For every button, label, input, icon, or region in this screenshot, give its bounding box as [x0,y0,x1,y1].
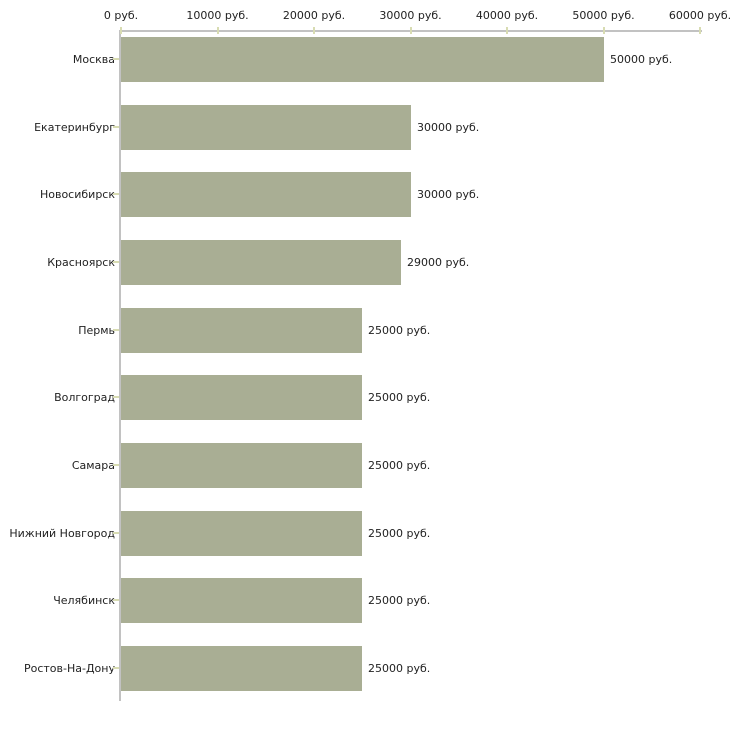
category-tick-mark [113,532,119,534]
category-tick-mark [113,396,119,398]
value-label: 50000 руб. [610,53,673,66]
x-tick-label: 10000 руб. [186,9,249,22]
x-tick-label: 50000 руб. [572,9,635,22]
category-label: Нижний Новгород [9,527,115,540]
x-tick-mark [602,27,605,34]
category-label: Волгоград [54,391,115,404]
category-tick-mark [113,193,119,195]
category-tick-mark [113,58,119,60]
bar [121,646,362,691]
y-axis-line [119,30,121,701]
value-label: 25000 руб. [368,459,431,472]
x-tick-mark [699,27,701,34]
bar [121,37,604,82]
value-label: 25000 руб. [368,594,431,607]
x-tick-mark [409,27,412,34]
x-tick-label: 40000 руб. [475,9,539,22]
category-tick-mark [113,126,119,128]
category-label: Пермь [78,324,115,337]
category-label: Самара [71,459,115,472]
category-label: Новосибирск [39,188,115,201]
x-tick-mark [506,27,508,34]
value-label: 25000 руб. [368,391,431,404]
category-tick-mark [113,261,119,263]
value-label: 29000 руб. [407,256,470,269]
category-tick-mark [113,464,119,466]
bar [121,240,401,285]
x-tick-label: 30000 руб. [379,9,442,22]
x-tick-label: 0 руб. [103,9,139,22]
x-tick-mark [120,27,122,34]
x-tick-mark [313,27,315,34]
value-label: 30000 руб. [417,188,480,201]
category-label: Красноярск [47,256,115,269]
x-tick-mark [216,27,219,34]
category-label: Москва [72,53,115,66]
value-label: 30000 руб. [417,121,480,134]
bar [121,443,362,488]
bar [121,375,362,420]
x-tick-label: 60000 руб. [668,9,730,22]
bar [121,511,362,556]
category-tick-mark [113,667,119,669]
category-tick-mark [113,329,119,331]
value-label: 25000 руб. [368,324,431,337]
category-label: Ростов-На-Дону [23,662,115,675]
value-label: 25000 руб. [368,662,431,675]
value-label: 25000 руб. [368,527,431,540]
bar [121,172,411,217]
category-label: Челябинск [53,594,115,607]
bar [121,578,362,623]
category-label: Екатеринбург [34,121,115,134]
x-tick-label: 20000 руб. [282,9,346,22]
bar [121,308,362,353]
bar [121,105,411,150]
category-tick-mark [113,599,119,601]
